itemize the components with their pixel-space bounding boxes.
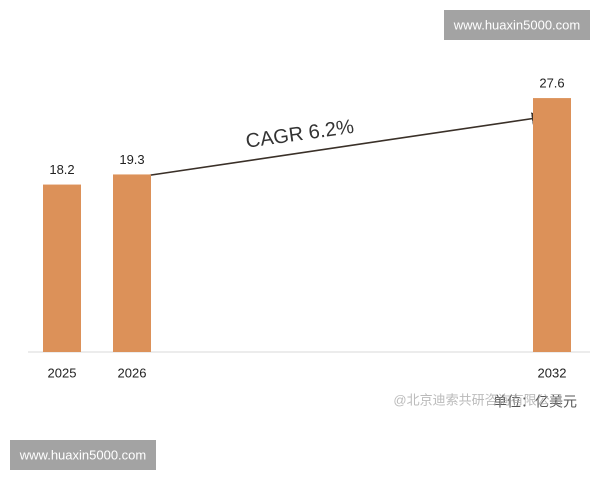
x-tick-label: 2032 [538, 365, 567, 380]
data-label: 18.2 [49, 162, 74, 177]
cagr-arrow [130, 112, 545, 179]
x-tick-label: 2025 [48, 365, 77, 380]
bar [43, 184, 81, 352]
unit-label: 单位：亿美元 [493, 394, 577, 410]
bar [533, 98, 571, 352]
bar [113, 174, 151, 352]
data-label: 27.6 [539, 76, 564, 91]
source-watermark: @北京迪索共研咨询有限公司 [393, 392, 562, 407]
watermark-box [444, 10, 590, 40]
data-label: 19.3 [119, 152, 144, 167]
watermark: www.huaxin5000.com [453, 17, 580, 32]
watermark: www.huaxin5000.com [19, 447, 146, 462]
x-tick-label: 2026 [118, 365, 147, 380]
watermark-box [10, 440, 156, 470]
